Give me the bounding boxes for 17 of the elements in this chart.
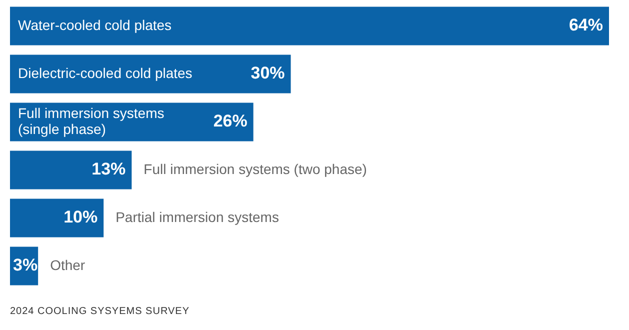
data-label: 10% (64, 208, 98, 227)
y-tick-label: Water-cooled cold plates (18, 16, 172, 33)
data-label: 30% (250, 64, 285, 83)
data-label: 3% (12, 256, 38, 275)
y-tick-label: Full immersion systems (two phase) (144, 160, 367, 177)
data-label: 64% (568, 16, 603, 35)
data-label: 13% (92, 160, 126, 179)
y-tick-label: Other (50, 256, 86, 273)
y-tick-label: Partial immersion systems (116, 208, 279, 225)
bar (10, 198, 104, 238)
text: 2024 COOLING SYSYEMS SURVEY (10, 306, 190, 317)
bar (10, 6, 609, 46)
data-label: 26% (213, 112, 248, 131)
y-tick-label: Full immersion systems (single phase) (18, 104, 164, 137)
bar (10, 150, 132, 190)
y-tick-label: Dielectric-cooled cold plates (18, 64, 192, 81)
bar (10, 54, 291, 94)
